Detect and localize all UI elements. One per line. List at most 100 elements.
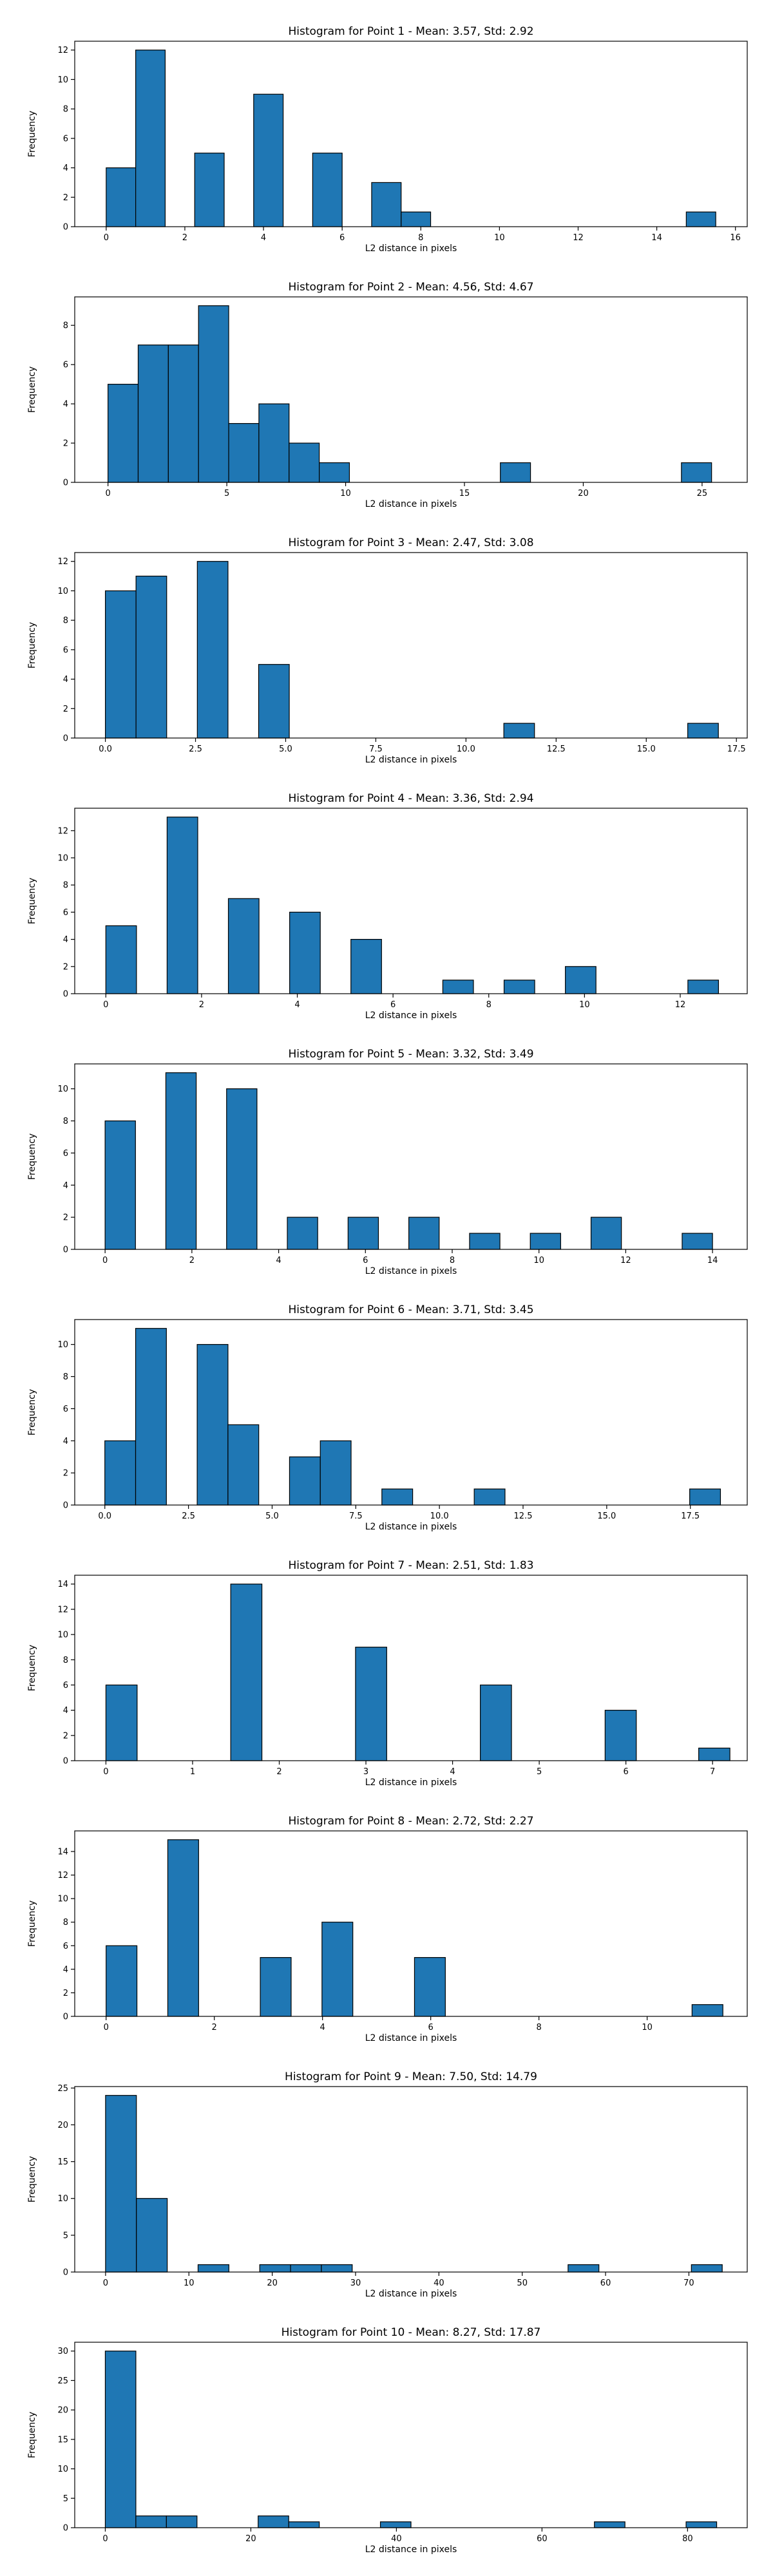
y-axis-label: Frequency <box>27 1389 37 1435</box>
histogram-bar <box>104 590 137 739</box>
histogram-panel-7: Histogram for Point 7 - Mean: 2.51, Std:… <box>27 1559 748 1788</box>
x-axis-label: L2 distance in pixels <box>365 1777 457 1788</box>
histogram-bar <box>480 1684 512 1761</box>
y-tick-label: 8 <box>63 321 68 331</box>
histogram-bar <box>135 2515 167 2528</box>
x-tick-label: 0.0 <box>98 1511 111 1521</box>
histogram-bar <box>289 1456 321 1506</box>
x-tick-label: 12 <box>620 1256 631 1265</box>
x-tick-label: 12 <box>573 233 584 243</box>
y-tick-label: 14 <box>57 1848 68 1857</box>
x-tick-label: 15.0 <box>637 744 656 754</box>
plot-frame <box>74 296 748 483</box>
x-tick-label: 12.5 <box>514 1511 533 1521</box>
histogram-bar <box>258 403 290 483</box>
y-tick-label: 25 <box>57 2376 68 2386</box>
y-tick-label: 4 <box>63 675 68 685</box>
x-tick-label: 4 <box>320 2023 325 2032</box>
histogram-bar <box>691 2264 723 2273</box>
histogram-bar <box>685 2521 718 2528</box>
x-tick-label: 6 <box>339 233 345 243</box>
y-tick-label: 12 <box>57 826 68 836</box>
histogram-bar <box>691 2004 723 2017</box>
plot-frame <box>74 808 748 994</box>
x-axis-label: L2 distance in pixels <box>365 1010 457 1021</box>
histogram-bar <box>685 211 716 227</box>
histogram-bar <box>227 898 260 994</box>
histogram-bar <box>167 1839 199 2017</box>
x-tick-label: 0 <box>103 2278 108 2288</box>
y-axis-label: Frequency <box>27 878 37 924</box>
histogram-bar <box>289 911 321 994</box>
histogram-bar <box>197 2264 229 2273</box>
y-tick-label: 10 <box>57 2194 68 2204</box>
y-tick-label: 6 <box>63 1681 68 1690</box>
x-tick-label: 6 <box>624 1767 629 1777</box>
y-tick-label: 2 <box>63 962 68 972</box>
histogram-panel-8: Histogram for Point 8 - Mean: 2.72, Std:… <box>27 1815 748 2043</box>
chart-title: Histogram for Point 7 - Mean: 2.51, Std:… <box>288 1559 533 1572</box>
y-tick-label: 10 <box>57 1084 68 1094</box>
histogram-bar <box>166 817 198 994</box>
histogram-bar <box>227 1424 260 1506</box>
histogram-bar <box>312 153 343 227</box>
histogram-panel-9: Histogram for Point 9 - Mean: 7.50, Std:… <box>27 2070 748 2299</box>
x-tick-label: 1 <box>190 1767 195 1777</box>
y-tick-label: 0 <box>63 1757 68 1766</box>
histogram-bar <box>196 561 229 739</box>
histogram-bar <box>687 980 720 994</box>
y-axis-label: Frequency <box>27 1133 37 1180</box>
x-tick-label: 0 <box>104 233 109 243</box>
x-tick-label: 4 <box>261 233 266 243</box>
x-tick-label: 16 <box>730 233 741 243</box>
y-tick-label: 6 <box>63 134 68 144</box>
histogram-bar <box>253 93 284 227</box>
y-tick-label: 20 <box>57 2121 68 2130</box>
y-tick-label: 6 <box>63 1942 68 1951</box>
x-tick-label: 2 <box>199 1000 204 1010</box>
plot-frame <box>74 1063 748 1250</box>
y-tick-label: 6 <box>63 361 68 370</box>
histogram-bar <box>104 2351 137 2528</box>
x-axis-label: L2 distance in pixels <box>365 2033 457 2043</box>
x-tick-label: 20 <box>245 2534 256 2544</box>
chart-title: Histogram for Point 5 - Mean: 3.32, Std:… <box>288 1048 533 1061</box>
x-tick-label: 8 <box>486 1000 491 1010</box>
histogram-bar <box>698 1747 730 1761</box>
histogram-bar <box>260 1956 292 2017</box>
y-tick-label: 8 <box>63 616 68 626</box>
y-tick-label: 10 <box>57 75 68 85</box>
x-tick-label: 7.5 <box>369 744 383 754</box>
x-axis-label: L2 distance in pixels <box>365 499 457 509</box>
x-tick-label: 40 <box>391 2534 402 2544</box>
y-tick-label: 20 <box>57 2406 68 2416</box>
histogram-bar <box>105 1684 138 1761</box>
y-tick-label: 8 <box>63 1656 68 1665</box>
x-tick-label: 0 <box>103 1767 108 1777</box>
x-tick-label: 7 <box>710 1767 715 1777</box>
x-tick-label: 25 <box>697 489 708 498</box>
histogram-bar <box>321 1922 354 2017</box>
x-tick-label: 0.0 <box>99 744 112 754</box>
y-axis-label: Frequency <box>27 2412 37 2458</box>
x-tick-label: 8 <box>418 233 423 243</box>
chart-title: Histogram for Point 1 - Mean: 3.57, Std:… <box>288 25 533 38</box>
y-tick-label: 4 <box>63 400 68 410</box>
histogram-bar <box>503 723 535 739</box>
x-axis-label: L2 distance in pixels <box>365 755 457 765</box>
y-tick-label: 2 <box>63 705 68 714</box>
y-tick-label: 12 <box>57 557 68 567</box>
y-tick-label: 2 <box>63 1731 68 1741</box>
x-tick-label: 0 <box>104 2023 109 2032</box>
x-axis-label: L2 distance in pixels <box>365 1522 457 1532</box>
y-tick-label: 10 <box>57 2465 68 2474</box>
histogram-bar <box>401 211 432 227</box>
y-tick-label: 5 <box>63 2494 68 2504</box>
histogram-bar <box>135 575 167 739</box>
histogram-bar <box>290 2264 322 2273</box>
x-tick-label: 2 <box>189 1256 195 1265</box>
chart-title: Histogram for Point 10 - Mean: 8.27, Std… <box>282 2326 541 2339</box>
x-tick-label: 50 <box>517 2278 528 2288</box>
histogram-bar <box>196 1344 229 1506</box>
histogram-bar <box>689 1488 721 1506</box>
